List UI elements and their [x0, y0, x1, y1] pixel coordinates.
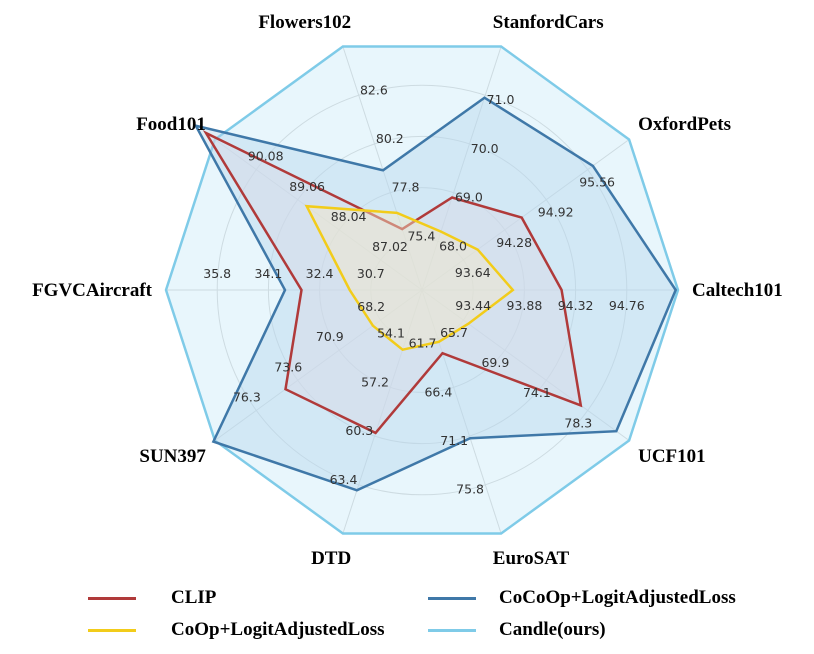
- tick-label-food101-2: 89.06: [289, 179, 325, 194]
- tick-label-stanfordcars-1: 69.0: [455, 190, 483, 205]
- tick-label-food101-0: 87.02: [372, 239, 408, 254]
- tick-label-oxfordpets-1: 94.28: [496, 235, 532, 250]
- series-cocoop-logitadjustedloss: [193, 96, 678, 492]
- legend-label-coop: CoOp+LogitAdjustedLoss: [171, 619, 385, 640]
- axis-label-food101: Food101: [136, 114, 206, 135]
- radar-series: [164, 45, 680, 535]
- tick-label-dtd-2: 60.3: [345, 423, 373, 438]
- tick-label-eurosat-1: 66.4: [424, 384, 452, 399]
- legend-item-candle: Candle(ours): [428, 615, 606, 645]
- tick-label-stanfordcars-2: 70.0: [471, 141, 499, 156]
- series-coop-logitadjustedloss: [304, 204, 515, 352]
- axis-label-stanfordcars: StanfordCars: [493, 12, 604, 33]
- tick-label-ucf101-0: 65.7: [440, 325, 468, 340]
- axis-label-fgvcaircraft: FGVCAircraft: [32, 280, 153, 301]
- tick-label-sun397-2: 73.6: [274, 359, 302, 374]
- legend-label-candle: Candle(ours): [499, 619, 606, 640]
- tick-label-ucf101-1: 69.9: [481, 355, 509, 370]
- tick-label-fgvcaircraft-1: 32.4: [306, 266, 334, 281]
- tick-label-ucf101-3: 78.3: [564, 415, 592, 430]
- tick-label-dtd-0: 54.1: [377, 326, 405, 341]
- legend-item-clip: CLIP: [88, 583, 216, 613]
- tick-label-fgvcaircraft-3: 35.8: [203, 266, 231, 281]
- legend-swatch-cocoop: [428, 596, 476, 600]
- legend: CLIP CoCoOp+LogitAdjustedLoss CoOp+Logit…: [0, 583, 814, 653]
- tick-label-fgvcaircraft-0: 30.7: [357, 266, 385, 281]
- tick-label-fgvcaircraft-2: 34.1: [254, 266, 282, 281]
- tick-label-food101-3: 90.08: [248, 149, 284, 164]
- tick-label-flowers102-0: 75.4: [407, 228, 435, 243]
- radar-axis-labels: Caltech101 OxfordPets StanfordCars Flowers1…: [32, 12, 783, 569]
- tick-label-stanfordcars-3: 71.0: [487, 92, 515, 107]
- series-clip: [202, 129, 583, 435]
- tick-label-caltech101-3: 94.76: [609, 298, 645, 313]
- axis-label-oxfordpets: OxfordPets: [638, 114, 731, 135]
- tick-label-food101-1: 88.04: [331, 209, 367, 224]
- tick-label-eurosat-0: 61.7: [409, 336, 437, 351]
- axis-label-eurosat: EuroSAT: [493, 548, 570, 569]
- legend-swatch-clip: [88, 596, 136, 600]
- tick-label-flowers102-2: 80.2: [376, 131, 404, 146]
- tick-label-stanfordcars-0: 68.0: [439, 238, 467, 253]
- legend-item-coop: CoOp+LogitAdjustedLoss: [88, 615, 385, 645]
- tick-label-caltech101-1: 93.88: [507, 298, 543, 313]
- series-candle-ours: [164, 45, 680, 535]
- tick-label-dtd-3: 63.4: [330, 472, 358, 487]
- axis-label-sun397: SUN397: [139, 446, 206, 467]
- tick-label-dtd-1: 57.2: [361, 374, 389, 389]
- axis-label-dtd: DTD: [311, 548, 351, 569]
- tick-label-ucf101-2: 74.1: [523, 385, 551, 400]
- tick-label-eurosat-3: 75.8: [456, 482, 484, 497]
- tick-label-oxfordpets-3: 95.56: [579, 175, 615, 190]
- legend-swatch-coop: [88, 628, 136, 632]
- tick-label-sun397-0: 68.2: [357, 299, 385, 314]
- tick-label-sun397-1: 70.9: [316, 329, 344, 344]
- radar-tick-labels: 93.44 93.88 94.32 94.76 93.64 94.28 94.92 95.56…: [203, 82, 644, 496]
- axis-label-ucf101: UCF101: [638, 446, 706, 467]
- legend-swatch-candle: [428, 628, 476, 632]
- tick-label-oxfordpets-2: 94.92: [538, 205, 574, 220]
- tick-label-sun397-3: 76.3: [233, 389, 261, 404]
- legend-label-clip: CLIP: [171, 587, 217, 608]
- tick-label-oxfordpets-0: 93.64: [455, 265, 491, 280]
- tick-label-caltech101-2: 94.32: [558, 298, 594, 313]
- tick-label-flowers102-3: 82.6: [360, 82, 388, 97]
- tick-label-flowers102-1: 77.8: [392, 180, 420, 195]
- tick-label-eurosat-2: 71.1: [440, 433, 468, 448]
- legend-label-cocoop: CoCoOp+LogitAdjustedLoss: [499, 587, 736, 608]
- legend-item-cocoop: CoCoOp+LogitAdjustedLoss: [428, 583, 736, 613]
- tick-label-caltech101-0: 93.44: [455, 298, 491, 313]
- axis-label-flowers102: Flowers102: [258, 12, 351, 33]
- axis-label-caltech101: Caltech101: [692, 280, 783, 301]
